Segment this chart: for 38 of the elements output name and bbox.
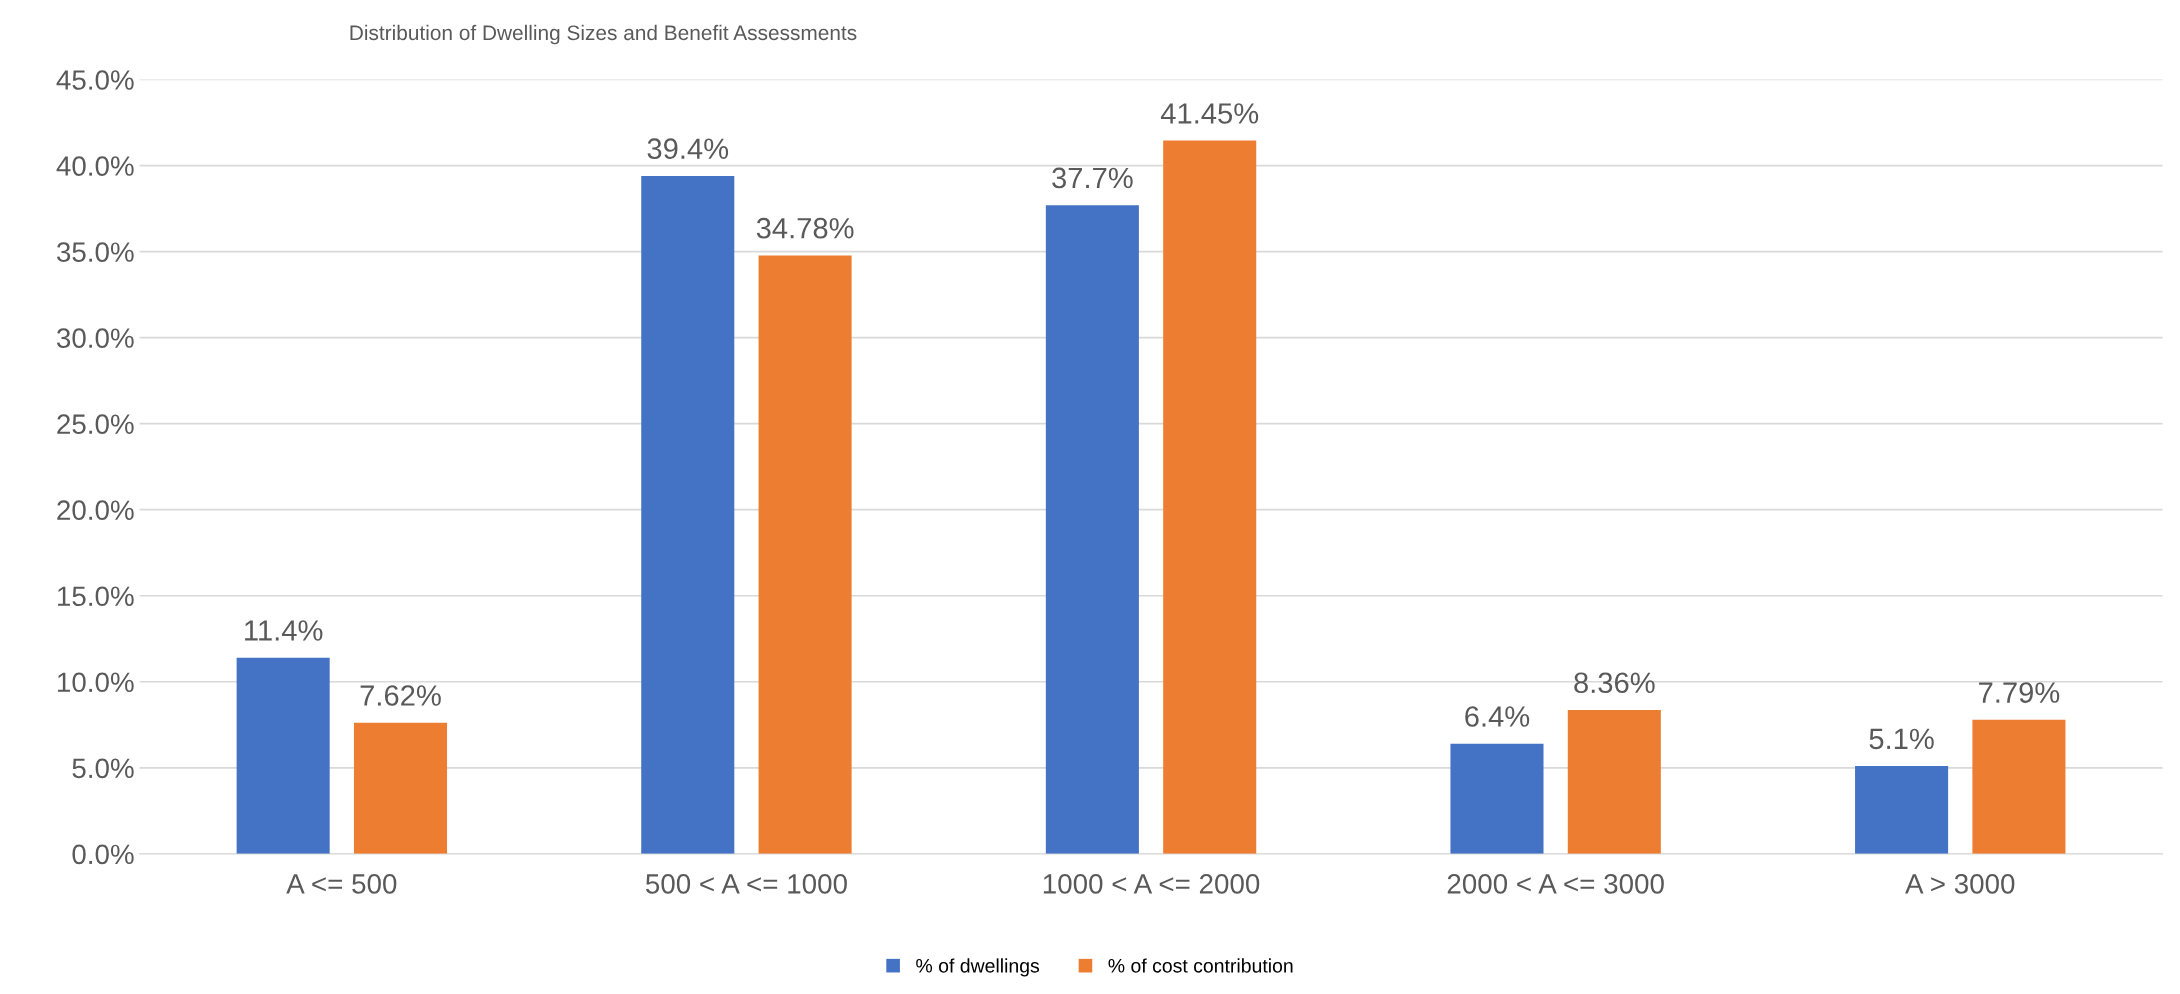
data-label: 8.36% [1574, 672, 1655, 694]
bar [1163, 140, 1257, 854]
y-tick-label: 0.0% [72, 844, 134, 865]
legend-label: % of cost contribution [1108, 958, 1293, 973]
x-tick-label: A <= 500 [286, 874, 397, 894]
y-tick-label: 40.0% [56, 156, 134, 176]
y-tick-label: 5.0% [72, 758, 134, 779]
x-tick-label: A > 3000 [1905, 874, 2015, 894]
bar [236, 657, 330, 854]
y-tick-label: 30.0% [56, 328, 134, 348]
data-label: 7.79% [1979, 682, 2060, 703]
bar [1045, 205, 1139, 854]
bar [758, 255, 852, 854]
bar [1450, 743, 1544, 854]
data-label: 39.4% [647, 138, 729, 159]
y-tick-label: 10.0% [58, 672, 134, 693]
bar [353, 722, 448, 854]
y-tick-label: 20.0% [57, 500, 134, 521]
y-tick-label: 35.0% [56, 242, 134, 262]
data-label: 37.7% [1052, 167, 1133, 189]
bar [641, 175, 735, 854]
data-label: 5.1% [1869, 728, 1934, 750]
x-tick-label: 500 < A <= 1000 [645, 874, 847, 894]
data-label: 6.4% [1465, 706, 1530, 727]
data-label: 41.45% [1160, 103, 1259, 124]
y-tick-label: 45.0% [56, 70, 134, 90]
legend-label: % of dwellings [916, 958, 1040, 977]
data-label: 34.78% [756, 217, 854, 239]
x-tick-label: 2000 < A <= 3000 [1447, 874, 1664, 894]
x-tick-label: 1000 < A <= 2000 [1043, 874, 1260, 894]
data-label: 11.4% [245, 620, 323, 641]
bar [1567, 709, 1661, 854]
y-tick-label: 15.0% [58, 586, 134, 607]
bar [1972, 719, 2066, 854]
bar [1855, 766, 1949, 854]
chart-title: Distribution of Dwelling Sizes and Benefit Assessments [350, 24, 857, 45]
y-tick-label: 25.0% [57, 414, 134, 434]
data-label: 7.62% [360, 685, 441, 706]
